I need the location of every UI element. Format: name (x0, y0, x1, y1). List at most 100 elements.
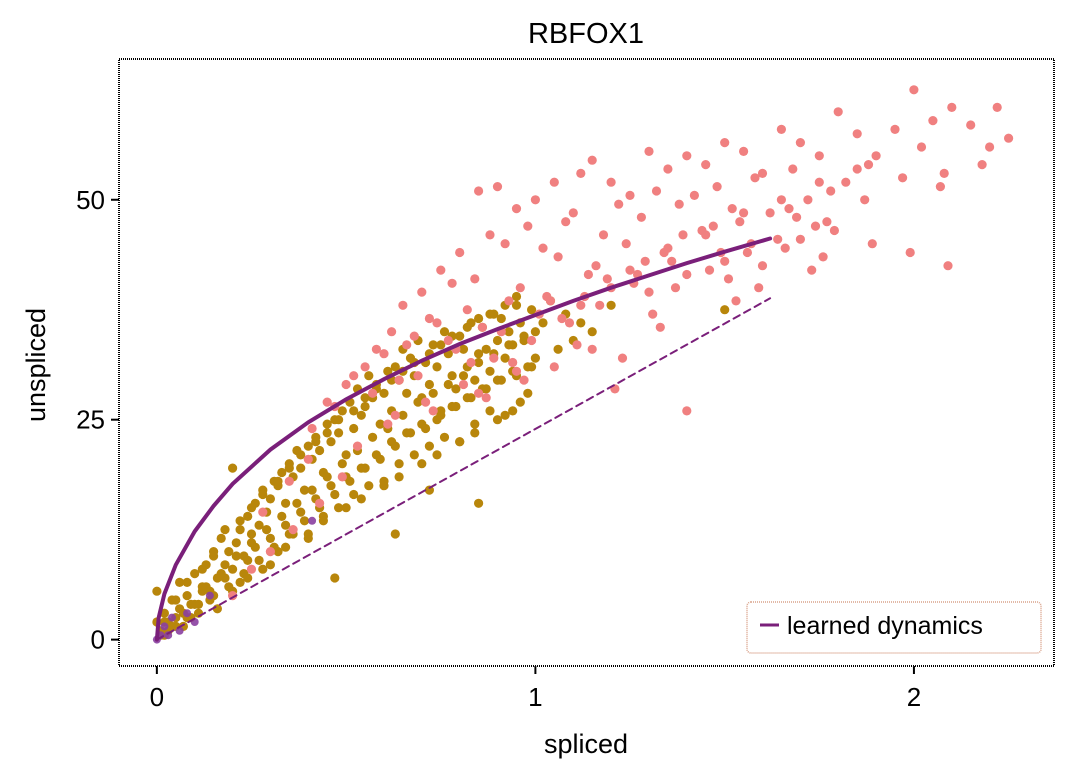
data-point (474, 349, 484, 359)
data-point (334, 503, 344, 513)
data-point (402, 388, 412, 398)
x-tick-label: 0 (150, 682, 164, 712)
data-point (265, 494, 275, 504)
data-point (216, 533, 226, 544)
data-point (398, 410, 408, 420)
data-point (265, 560, 275, 570)
data-point (303, 441, 313, 451)
data-point (935, 182, 946, 192)
data-point (296, 507, 306, 517)
data-point (553, 344, 563, 354)
data-point (379, 349, 389, 359)
data-point (424, 379, 434, 390)
data-point (390, 441, 400, 451)
data-point (655, 322, 665, 332)
data-point (515, 397, 525, 407)
data-point (477, 322, 487, 332)
data-point (602, 274, 612, 284)
data-point (235, 577, 245, 588)
data-point (368, 388, 378, 398)
data-point (265, 533, 275, 544)
data-point (360, 463, 370, 473)
data-point (515, 283, 525, 293)
data-point (474, 498, 484, 508)
data-point (152, 586, 162, 596)
data-point (462, 305, 472, 315)
data-point (519, 335, 529, 346)
data-point (829, 225, 840, 236)
data-point (439, 432, 450, 442)
data-point (409, 450, 419, 460)
data-point (587, 155, 597, 165)
data-point (360, 362, 370, 372)
data-point (739, 208, 749, 218)
data-point (337, 406, 347, 416)
data-point (390, 529, 400, 539)
data-point (409, 331, 419, 341)
data-point (757, 261, 768, 271)
data-point (943, 261, 953, 271)
data-point (334, 428, 344, 438)
data-point (387, 327, 397, 337)
data-point (284, 463, 294, 473)
data-point (308, 516, 317, 525)
data-point (587, 327, 597, 337)
data-point (224, 547, 234, 557)
data-point (727, 204, 737, 214)
data-point (220, 560, 230, 570)
data-point (345, 476, 355, 486)
data-point (277, 511, 287, 521)
data-point (371, 344, 381, 354)
data-point (807, 265, 817, 275)
data-point (254, 555, 264, 566)
data-point (527, 362, 537, 372)
data-point (822, 217, 832, 227)
data-point (606, 177, 616, 187)
data-point (341, 450, 351, 460)
data-point (341, 503, 351, 513)
data-point (220, 525, 230, 535)
data-point (511, 366, 522, 376)
data-point (674, 199, 684, 209)
data-point (682, 269, 692, 280)
data-point (326, 481, 336, 491)
data-point (273, 476, 283, 486)
data-point (337, 472, 347, 482)
data-point (186, 599, 196, 610)
data-point (667, 256, 677, 266)
data-point (375, 454, 385, 464)
data-point (451, 401, 461, 412)
data-point (511, 291, 522, 302)
data-point (576, 168, 586, 178)
data-point (504, 327, 514, 337)
data-point (523, 388, 533, 398)
data-point (916, 142, 927, 152)
data-point (852, 164, 862, 174)
data-point (909, 85, 919, 95)
data-point (614, 199, 624, 209)
data-point (368, 432, 378, 442)
data-point (474, 388, 484, 398)
data-point (701, 160, 711, 170)
data-point (776, 124, 787, 134)
data-point (175, 604, 185, 614)
data-point (470, 274, 480, 284)
data-point (390, 362, 400, 372)
data-point (168, 613, 176, 622)
data-point (413, 397, 423, 407)
data-point (992, 102, 1002, 112)
data-point (330, 573, 340, 583)
data-point (576, 318, 586, 328)
data-point (867, 239, 877, 249)
data-point (315, 445, 325, 456)
data-point (754, 283, 764, 293)
data-point (330, 489, 340, 500)
data-point (171, 595, 181, 605)
data-point (852, 129, 862, 139)
data-point (262, 525, 272, 535)
data-point (375, 419, 385, 429)
data-point (417, 459, 427, 469)
data-point (322, 397, 332, 407)
data-point (776, 195, 787, 205)
